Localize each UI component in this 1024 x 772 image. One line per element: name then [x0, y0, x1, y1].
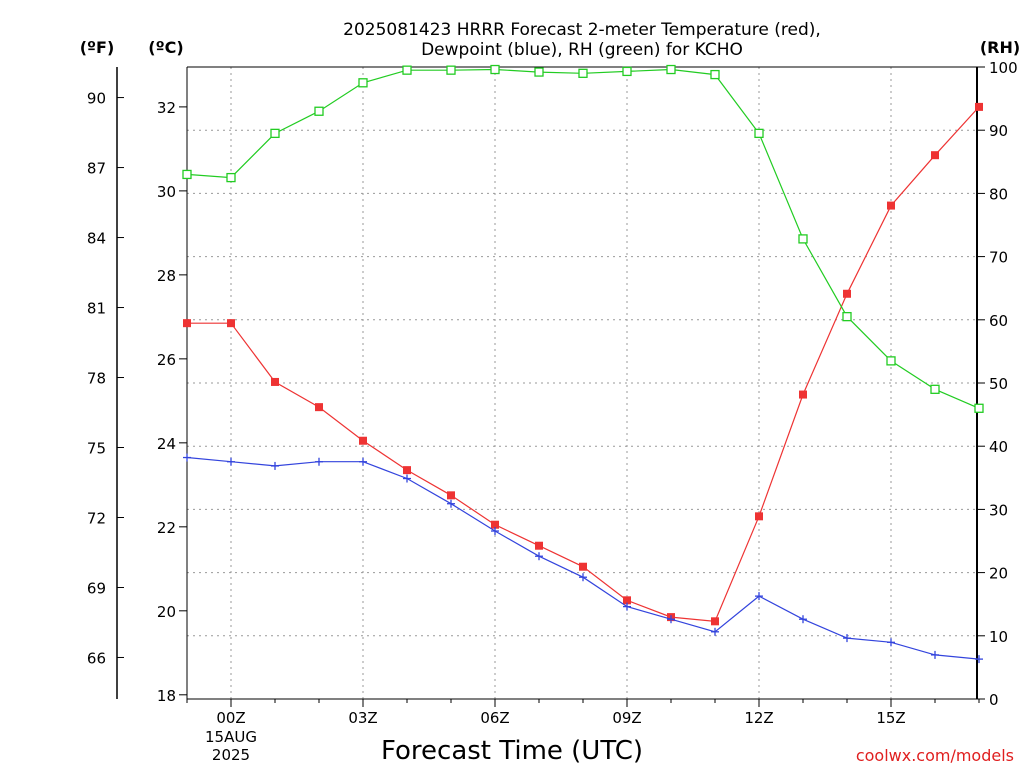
- fahrenheit-tick-label: 69: [87, 579, 106, 597]
- data-point: [534, 67, 544, 77]
- rh-tick-label: 10: [989, 628, 1008, 646]
- fahrenheit-tick-label: 72: [87, 509, 106, 527]
- rh-tick-label: 50: [989, 375, 1008, 393]
- x-tick-label: 12Z: [744, 709, 773, 727]
- x-tick-label: 03Z: [348, 709, 377, 727]
- rh-tick-label: 0: [989, 691, 999, 709]
- data-point: [842, 311, 852, 322]
- x-tick-label: 06Z: [480, 709, 509, 727]
- data-point: [271, 377, 279, 386]
- data-point: [314, 106, 324, 116]
- data-point: [930, 384, 940, 394]
- rh-tick-label: 70: [989, 249, 1008, 267]
- celsius-tick-label: 32: [157, 99, 176, 117]
- data-point: [446, 65, 456, 75]
- data-point: [975, 102, 983, 111]
- data-point: [403, 466, 411, 475]
- data-point: [227, 319, 235, 328]
- x-date-label-year: 2025: [212, 746, 250, 764]
- rh-tick-label: 100: [989, 59, 1018, 77]
- fahrenheit-tick-label: 81: [87, 300, 106, 318]
- chart-title-line1: 2025081423 HRRR Forecast 2-meter Tempera…: [343, 20, 821, 40]
- data-point: [359, 436, 367, 445]
- data-point: [491, 520, 499, 529]
- rh-unit-label: (RH): [980, 38, 1020, 57]
- series-group: [182, 64, 984, 664]
- data-point: [710, 69, 720, 80]
- celsius-tick-label: 18: [157, 687, 176, 705]
- data-point: [183, 319, 191, 328]
- chart-title-line2: Dewpoint (blue), RH (green) for KCHO: [421, 40, 743, 60]
- data-point: [578, 68, 588, 78]
- credit-text: coolwx.com/models: [856, 746, 1014, 765]
- x-axis-label: Forecast Time (UTC): [381, 736, 643, 766]
- rh-tick-label: 80: [989, 185, 1008, 203]
- fahrenheit-tick-label: 90: [87, 90, 106, 108]
- data-point: [490, 64, 500, 75]
- celsius-tick-label: 24: [157, 435, 176, 453]
- celsius-tick-label: 26: [157, 351, 176, 369]
- data-point: [270, 128, 280, 139]
- fahrenheit-tick-label: 75: [87, 440, 106, 458]
- series-line-1: [186, 456, 980, 660]
- data-point: [579, 562, 587, 571]
- rh-tick-label: 60: [989, 312, 1008, 330]
- celsius-tick-label: 30: [157, 183, 176, 201]
- fahrenheit-tick-label: 66: [87, 649, 106, 667]
- grid-group: [187, 67, 977, 699]
- data-point: [623, 596, 631, 605]
- data-point: [798, 234, 808, 244]
- celsius-tick-label: 22: [157, 519, 176, 537]
- series-line-2: [186, 68, 980, 409]
- rh-tick-label: 40: [989, 438, 1008, 456]
- fahrenheit-unit-label: (ºF): [80, 38, 115, 57]
- data-point: [799, 390, 807, 399]
- data-point: [931, 151, 939, 160]
- data-point: [754, 128, 764, 139]
- data-point: [358, 78, 368, 88]
- data-point: [226, 172, 236, 183]
- data-point: [666, 64, 676, 75]
- celsius-tick-label: 28: [157, 267, 176, 285]
- celsius-unit-label: (ºC): [148, 38, 183, 57]
- rh-tick-label: 90: [989, 122, 1008, 140]
- axes-group: 18 20 22 24 26 28 30 32 66 69 72 75 78 81 84 87 90 0 10 20 3…: [87, 59, 1018, 727]
- data-point: [974, 403, 984, 413]
- data-point: [843, 289, 851, 298]
- data-point: [886, 356, 896, 366]
- data-point: [887, 201, 895, 210]
- fahrenheit-tick-label: 84: [87, 230, 106, 248]
- x-tick-label: 15Z: [876, 709, 905, 727]
- data-point: [711, 617, 719, 626]
- x-tick-label: 00Z: [216, 709, 245, 727]
- data-point: [622, 66, 632, 77]
- celsius-tick-label: 20: [157, 603, 176, 621]
- rh-tick-label: 30: [989, 501, 1008, 519]
- rh-tick-label: 20: [989, 565, 1008, 583]
- fahrenheit-tick-label: 87: [87, 160, 106, 178]
- x-date-label-day: 15AUG: [205, 728, 257, 746]
- data-point: [447, 491, 455, 500]
- data-point: [315, 403, 323, 412]
- data-point: [755, 512, 763, 521]
- x-tick-label: 09Z: [612, 709, 641, 727]
- data-point: [402, 65, 412, 75]
- data-point: [182, 169, 192, 180]
- data-point: [535, 541, 543, 550]
- fahrenheit-tick-label: 78: [87, 370, 106, 388]
- series-line-0: [187, 106, 980, 622]
